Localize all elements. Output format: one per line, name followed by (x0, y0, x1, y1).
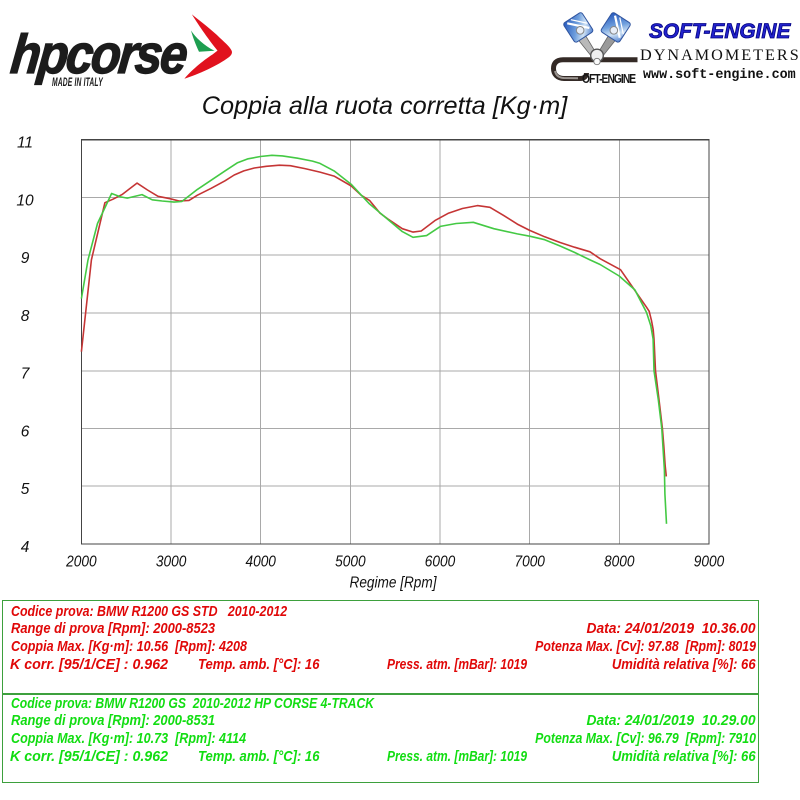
svg-text:4: 4 (21, 539, 30, 556)
svg-text:6: 6 (21, 423, 30, 440)
svg-text:8000: 8000 (604, 554, 635, 571)
svg-text:4000: 4000 (245, 554, 276, 571)
svg-text:7000: 7000 (514, 554, 545, 571)
svg-text:9000: 9000 (694, 554, 725, 571)
svg-text:9: 9 (21, 250, 30, 267)
svg-text:11: 11 (17, 135, 33, 152)
svg-text:7: 7 (21, 366, 31, 383)
svg-text:5: 5 (21, 481, 30, 498)
svg-text:8: 8 (21, 308, 30, 325)
svg-text:5000: 5000 (335, 554, 366, 571)
svg-text:OFT-ENGINE: OFT-ENGINE (582, 73, 636, 86)
svg-text:Regime [Rpm]: Regime [Rpm] (350, 575, 438, 592)
svg-text:10: 10 (16, 192, 34, 209)
svg-text:2000: 2000 (65, 554, 97, 571)
svg-text:3000: 3000 (156, 554, 187, 571)
svg-text:6000: 6000 (425, 554, 456, 571)
